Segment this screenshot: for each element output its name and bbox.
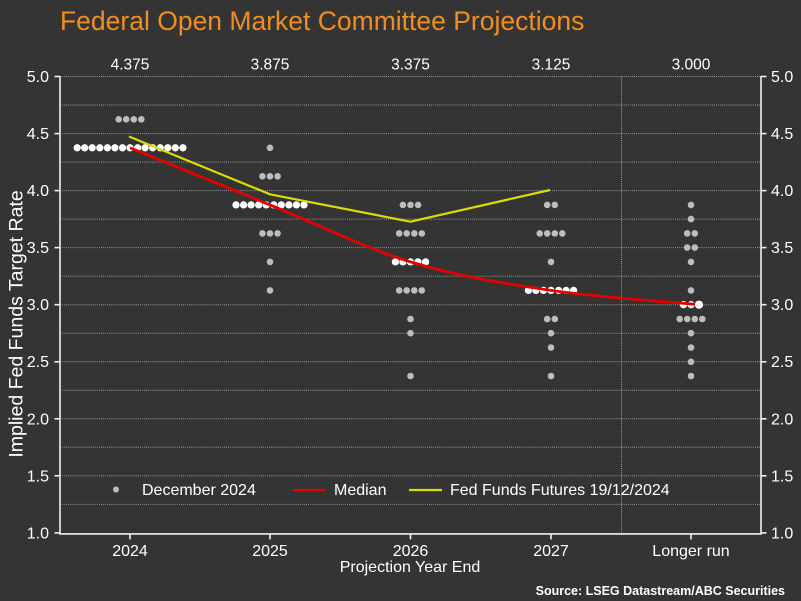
svg-text:3.0: 3.0 bbox=[27, 297, 49, 314]
svg-text:4.0: 4.0 bbox=[771, 183, 793, 200]
svg-text:1.0: 1.0 bbox=[771, 525, 793, 542]
svg-text:3.875: 3.875 bbox=[251, 57, 290, 74]
svg-text:5.0: 5.0 bbox=[27, 69, 49, 86]
svg-text:3.375: 3.375 bbox=[391, 57, 430, 74]
svg-text:3.000: 3.000 bbox=[672, 57, 711, 74]
svg-text:2.0: 2.0 bbox=[27, 411, 49, 428]
svg-text:4.0: 4.0 bbox=[27, 183, 49, 200]
svg-text:Longer run: Longer run bbox=[652, 543, 729, 560]
svg-text:1.5: 1.5 bbox=[27, 468, 49, 485]
svg-text:2024: 2024 bbox=[112, 543, 148, 560]
svg-text:1.0: 1.0 bbox=[27, 525, 49, 542]
svg-text:5.0: 5.0 bbox=[771, 69, 793, 86]
svg-text:4.375: 4.375 bbox=[111, 57, 150, 74]
svg-text:2.0: 2.0 bbox=[771, 411, 793, 428]
svg-text:3.5: 3.5 bbox=[27, 240, 49, 257]
svg-text:3.0: 3.0 bbox=[771, 297, 793, 314]
svg-text:1.5: 1.5 bbox=[771, 468, 793, 485]
svg-text:Fed Funds Futures 19/12/2024: Fed Funds Futures 19/12/2024 bbox=[450, 482, 670, 499]
svg-text:3.5: 3.5 bbox=[771, 240, 793, 257]
svg-text:4.5: 4.5 bbox=[771, 126, 793, 143]
svg-text:2.5: 2.5 bbox=[27, 354, 49, 371]
svg-text:Federal Open Market Committee: Federal Open Market Committee Projection… bbox=[60, 6, 584, 36]
svg-text:2025: 2025 bbox=[252, 543, 288, 560]
svg-text:3.125: 3.125 bbox=[532, 57, 571, 74]
svg-text:December 2024: December 2024 bbox=[142, 482, 256, 499]
svg-text:2027: 2027 bbox=[533, 543, 569, 560]
svg-text:2.5: 2.5 bbox=[771, 354, 793, 371]
svg-text:2026: 2026 bbox=[393, 543, 429, 560]
svg-text:Implied Fed Funds Target Rate: Implied Fed Funds Target Rate bbox=[5, 190, 27, 457]
svg-text:4.5: 4.5 bbox=[27, 126, 49, 143]
svg-text:Projection Year End: Projection Year End bbox=[340, 559, 481, 576]
svg-text:Source: LSEG Datastream/ABC Se: Source: LSEG Datastream/ABC Securities bbox=[536, 584, 785, 598]
svg-text:Median: Median bbox=[334, 482, 386, 499]
